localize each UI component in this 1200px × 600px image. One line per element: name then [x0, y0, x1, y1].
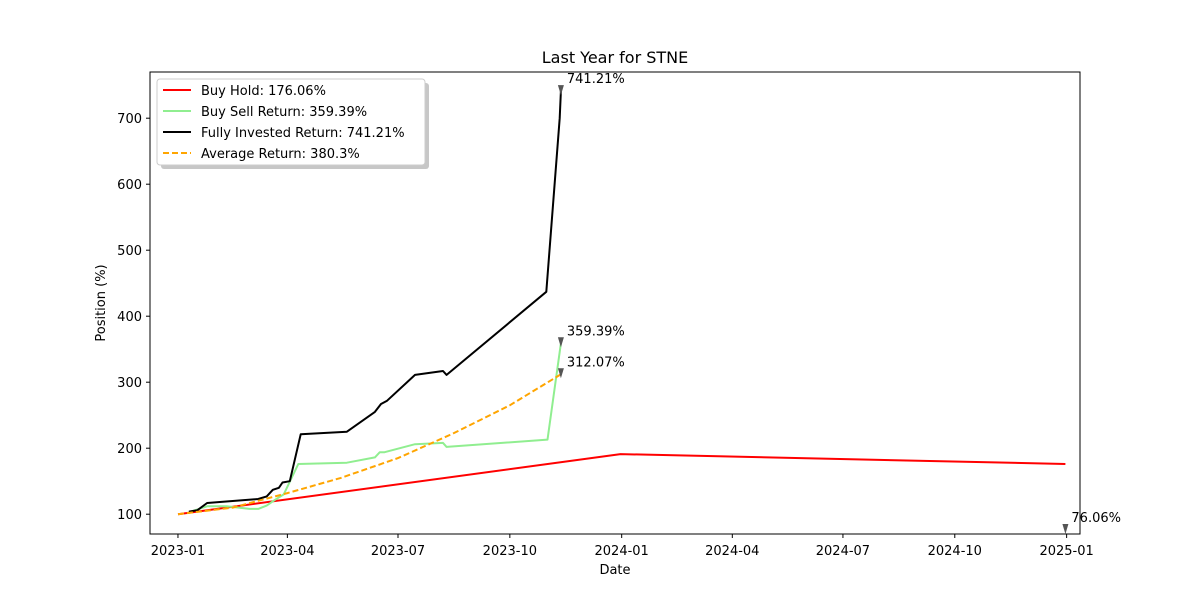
x-tick-label: 2023-01	[151, 544, 205, 559]
x-tick-label: 2024-01	[595, 544, 649, 559]
legend-entry-label: Buy Sell Return: 359.39%	[201, 105, 367, 120]
x-tick-label: 2025-01	[1039, 544, 1093, 559]
legend-box	[156, 78, 426, 166]
x-tick-label: 2024-10	[928, 544, 982, 559]
annotation-arrow	[1062, 524, 1069, 535]
annotation-arrow	[557, 85, 564, 96]
chart-title: Last Year for STNE	[542, 48, 688, 67]
legend-entry-label: Fully Invested Return: 741.21%	[201, 126, 405, 141]
x-tick-label: 2023-07	[371, 544, 425, 559]
annotation-label: 312.07%	[567, 355, 625, 370]
y-tick-label: 600	[117, 178, 142, 193]
axes-frame	[149, 71, 1081, 535]
x-tick-label: 2024-04	[705, 544, 759, 559]
y-tick-label: 500	[117, 244, 142, 259]
series-line-1	[177, 453, 1066, 516]
y-axis-label: Position (%)	[94, 264, 109, 341]
series-line-3	[188, 91, 562, 513]
y-tick-label: 100	[117, 508, 142, 523]
annotation-arrow	[557, 337, 564, 348]
legend: Buy Hold: 176.06% Buy Sell Return: 359.39…	[156, 78, 429, 169]
annotation-arrow	[557, 368, 564, 379]
series-line-2	[188, 343, 562, 514]
series-line-4	[177, 373, 562, 516]
annotation-label: 741.21%	[567, 72, 625, 87]
y-tick-label: 200	[117, 442, 142, 457]
x-tick-label: 2023-10	[483, 544, 537, 559]
x-axis-label: Date	[599, 563, 630, 578]
y-tick-label: 400	[117, 310, 142, 325]
x-tick-label: 2024-07	[816, 544, 870, 559]
annotation-label: 76.06%	[1071, 511, 1121, 526]
x-tick-label: 2023-04	[260, 544, 314, 559]
y-tick-label: 300	[117, 376, 142, 391]
legend-entry-label: Buy Hold: 176.06%	[201, 84, 326, 99]
legend-entry-label: Average Return: 380.3%	[201, 147, 360, 162]
plot-area: 2023-01 2023-04 2023-07 2023-10 2024-01 2024-…	[117, 71, 1121, 559]
annotation-label: 359.39%	[567, 324, 625, 339]
y-tick-label: 700	[117, 112, 142, 127]
